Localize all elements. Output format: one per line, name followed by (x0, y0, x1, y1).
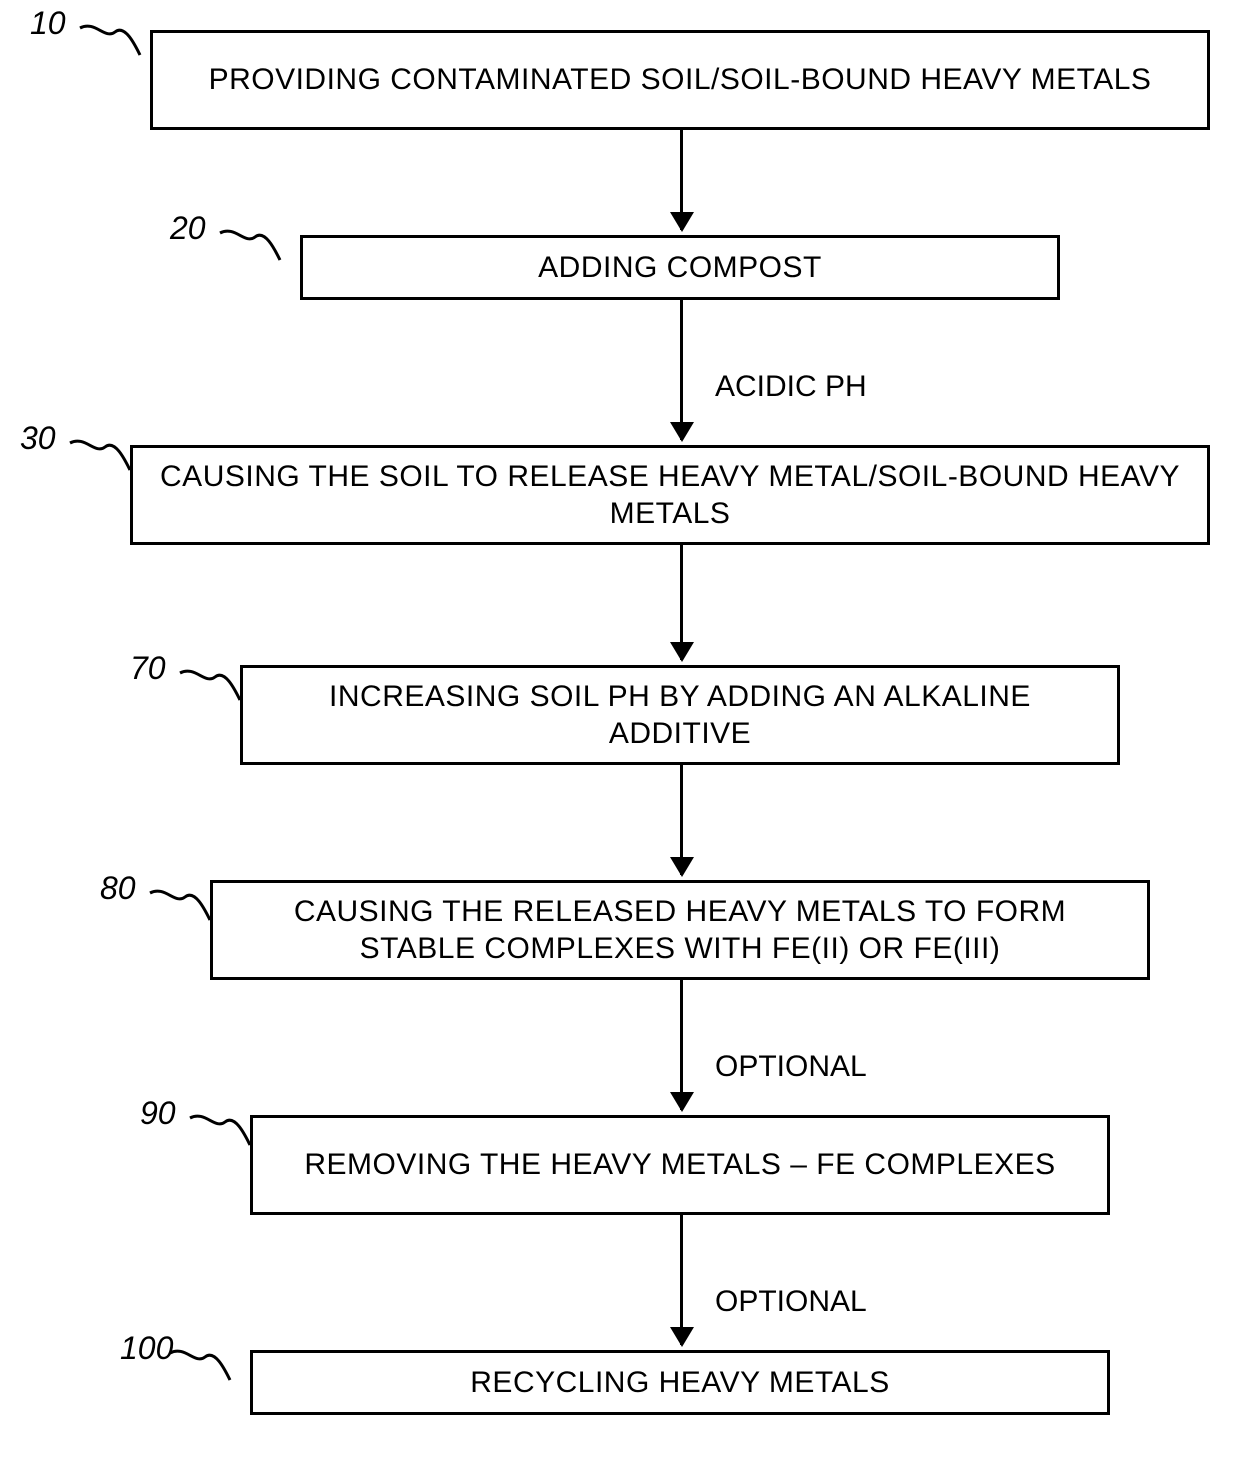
step-text-20: ADDING COMPOST (538, 249, 822, 287)
step-number-30: 30 (20, 420, 56, 457)
step-text-100: RECYCLING HEAVY METALS (470, 1364, 889, 1402)
arrow-n20-n30 (680, 300, 683, 440)
arrow-n30-n70 (680, 545, 683, 660)
step-number-80: 80 (100, 870, 136, 907)
step-box-20: ADDING COMPOST (300, 235, 1060, 300)
edge-label-5: OPTIONAL (715, 1285, 867, 1319)
step-box-30: CAUSING THE SOIL TO RELEASE HEAVY METAL/… (130, 445, 1210, 545)
edge-label-1: ACIDIC PH (715, 370, 867, 404)
step-box-100: RECYCLING HEAVY METALS (250, 1350, 1110, 1415)
edge-label-4: OPTIONAL (715, 1050, 867, 1084)
step-box-90: REMOVING THE HEAVY METALS – FE COMPLEXES (250, 1115, 1110, 1215)
step-text-80: CAUSING THE RELEASED HEAVY METALS TO FOR… (233, 893, 1127, 968)
arrow-n80-n90 (680, 980, 683, 1110)
flowchart-container: 10 PROVIDING CONTAMINATED SOIL/SOIL-BOUND… (0, 0, 1240, 1474)
step-box-10: PROVIDING CONTAMINATED SOIL/SOIL-BOUND H… (150, 30, 1210, 130)
step-text-10: PROVIDING CONTAMINATED SOIL/SOIL-BOUND H… (209, 61, 1152, 99)
step-number-20: 20 (170, 210, 206, 247)
arrow-n10-n20 (680, 130, 683, 230)
step-box-80: CAUSING THE RELEASED HEAVY METALS TO FOR… (210, 880, 1150, 980)
step-number-90: 90 (140, 1095, 176, 1132)
arrow-n70-n80 (680, 765, 683, 875)
step-box-70: INCREASING SOIL PH BY ADDING AN ALKALINE… (240, 665, 1120, 765)
step-text-30: CAUSING THE SOIL TO RELEASE HEAVY METAL/… (153, 458, 1187, 533)
step-number-10: 10 (30, 5, 66, 42)
arrow-n90-n100 (680, 1215, 683, 1345)
step-text-70: INCREASING SOIL PH BY ADDING AN ALKALINE… (263, 678, 1097, 753)
step-number-70: 70 (130, 650, 166, 687)
step-text-90: REMOVING THE HEAVY METALS – FE COMPLEXES (304, 1146, 1055, 1184)
